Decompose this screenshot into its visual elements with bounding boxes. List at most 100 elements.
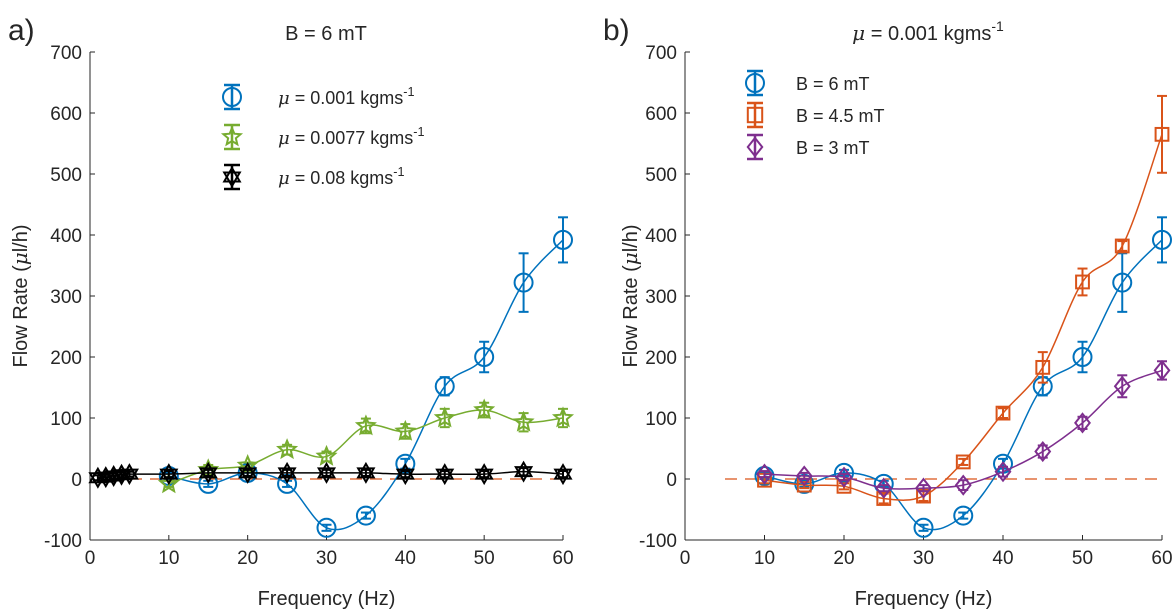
data-point: [473, 398, 496, 420]
y-tick-label: 200: [645, 348, 677, 369]
series-line: [764, 134, 1163, 501]
data-point: [354, 414, 377, 436]
x-tick-label: 60: [1151, 548, 1172, 569]
legend-marker: [222, 87, 242, 107]
data-point-up: [277, 461, 297, 479]
data-point: [1153, 359, 1171, 382]
data-point-down: [277, 467, 297, 484]
series-line: [764, 369, 1163, 490]
panel-label: b): [603, 14, 630, 47]
legend-marker: [746, 136, 764, 158]
data-point: [355, 505, 376, 526]
data-point-down: [356, 467, 376, 484]
data-point: [316, 461, 337, 484]
x-tick-label: 0: [85, 548, 96, 569]
series-0: [158, 216, 573, 538]
data-point: [953, 505, 974, 526]
data-point: [1035, 359, 1051, 375]
panel-a: a) B = 6 mT0 10 20 30 40 50 60-1000100200300400…: [8, 14, 575, 610]
data-point: [159, 463, 179, 486]
data-point-up: [238, 461, 258, 479]
y-tick-label: 400: [50, 226, 82, 247]
data-point: [553, 463, 573, 486]
data-point: [316, 517, 337, 538]
data-point: [834, 462, 854, 483]
data-point: [1112, 272, 1133, 293]
data-point: [1075, 274, 1090, 290]
data-point-down: [553, 468, 573, 486]
x-tick-label: 60: [552, 548, 573, 569]
x-tick-label: 40: [395, 548, 416, 569]
x-axis-label: Frequency (Hz): [258, 588, 396, 610]
legend-item: μ = 0.08 kgms-1: [222, 163, 404, 191]
legend-marker: [745, 73, 765, 93]
data-point: [955, 454, 971, 470]
y-tick-label: -100: [639, 531, 677, 552]
legend-label: μ = 0.0077 kgms-1: [278, 125, 424, 149]
data-point-up: [474, 463, 494, 480]
data-point: [994, 461, 1012, 483]
y-tick-label: 600: [645, 104, 677, 125]
legend-item: μ = 0.0077 kgms-1: [220, 123, 424, 151]
data-point: [512, 410, 535, 432]
y-tick-label: 700: [645, 43, 677, 64]
data-point: [276, 438, 299, 460]
data-point-down: [316, 467, 337, 484]
x-tick-label: 50: [474, 548, 495, 569]
data-point: [913, 517, 934, 538]
data-point: [238, 461, 258, 484]
x-tick-label: 0: [680, 548, 691, 569]
data-point-down: [514, 466, 534, 483]
x-tick-label: 40: [992, 548, 1013, 569]
legend-label: B = 4.5 mT: [796, 106, 885, 126]
data-point: [1074, 412, 1091, 434]
x-tick-label: 10: [754, 548, 775, 569]
data-point: [433, 406, 456, 428]
legend-marker: [746, 106, 764, 124]
data-point-down: [198, 467, 218, 484]
data-point: [835, 466, 853, 488]
panel-b: b) μ = 0.001 kgms-10 10 20 30 40 50 60-10001002…: [603, 14, 1173, 610]
x-tick-label: 30: [316, 548, 337, 569]
data-point: [954, 474, 972, 496]
y-tick-label: 600: [50, 104, 82, 125]
y-tick-label: 300: [50, 287, 82, 308]
data-point: [756, 463, 773, 485]
data-point-up: [119, 463, 139, 480]
data-point-up: [435, 463, 455, 480]
y-tick-label: -100: [44, 531, 82, 552]
data-point: [514, 460, 534, 483]
y-tick-label: 500: [50, 165, 82, 186]
series-line: [168, 239, 564, 531]
data-point: [198, 461, 218, 484]
y-tick-label: 400: [645, 226, 677, 247]
series-2: [88, 460, 573, 489]
legend-label: B = 3 mT: [796, 138, 870, 158]
chart-title: B = 6 mT: [285, 23, 367, 45]
data-point: [513, 272, 534, 293]
y-axis-label: Flow Rate (μl/h): [618, 224, 642, 367]
data-point: [277, 461, 297, 484]
data-point: [1114, 238, 1130, 254]
legend-label: μ = 0.001 kgms-1: [278, 85, 414, 109]
data-point: [1113, 375, 1131, 397]
data-point: [157, 472, 180, 494]
data-point: [1072, 347, 1093, 367]
data-point: [474, 463, 494, 486]
legend-marker: [222, 165, 242, 189]
data-point: [875, 477, 893, 499]
legend-item: B = 6 mT: [745, 69, 870, 97]
y-tick-label: 300: [645, 287, 677, 308]
y-tick-label: 700: [50, 43, 82, 64]
y-axis-label: Flow Rate (μl/h): [8, 224, 32, 367]
data-point-down: [159, 468, 179, 486]
legend-marker-down: [222, 171, 242, 189]
y-tick-label: 500: [645, 165, 677, 186]
x-tick-label: 30: [913, 548, 934, 569]
data-point: [435, 463, 455, 486]
data-point: [995, 405, 1011, 421]
data-point-down: [119, 468, 139, 486]
data-point: [915, 477, 932, 499]
y-tick-label: 0: [666, 470, 677, 491]
